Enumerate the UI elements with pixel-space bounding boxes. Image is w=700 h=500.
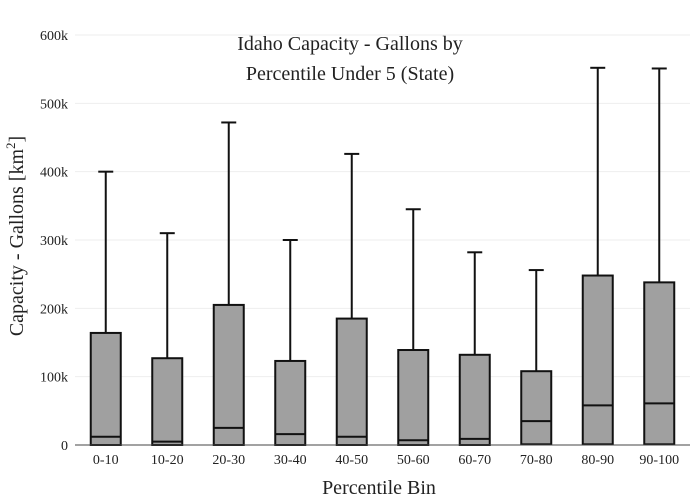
box-60-70 <box>458 251 491 446</box>
x-tick-label: 60-70 <box>458 453 491 468</box>
x-tick-label: 20-30 <box>212 453 245 468</box>
x-tick-label: 80-90 <box>581 453 614 468</box>
x-tick-label: 40-50 <box>335 453 368 468</box>
box-30-40 <box>274 239 307 447</box>
box-body <box>274 359 307 447</box>
x-axis-ticks: 0-10 10-20 20-30 30-40 40-50 50-60 60-70 70-80 8… <box>93 453 679 468</box>
y-axis-ticks: 0 100k 200k 300k 400k 500k 600k <box>40 29 68 454</box>
y-tick-label: 0 <box>61 439 68 454</box>
box-90-100 <box>643 67 676 446</box>
x-tick-label: 30-40 <box>274 453 307 468</box>
box-body <box>397 349 430 446</box>
box-body <box>520 370 553 446</box>
box-body <box>335 317 368 447</box>
y-tick-label: 100k <box>40 371 68 386</box>
y-axis-title: Capacity - Gallons [km2] <box>3 136 28 336</box>
box-body <box>643 281 676 446</box>
box-50-60 <box>397 208 430 446</box>
x-tick-label: 10-20 <box>151 453 184 468</box>
box-body <box>581 274 614 446</box>
box-body <box>151 357 184 447</box>
x-tick-label: 90-100 <box>639 453 679 468</box>
box-80-90 <box>581 66 614 446</box>
x-tick-label: 70-80 <box>520 453 553 468</box>
y-tick-label: 200k <box>40 302 68 317</box>
box-20-30 <box>212 121 245 446</box>
x-axis-title: Percentile Bin <box>322 477 436 499</box>
box-series <box>89 66 676 447</box>
box-body <box>89 331 122 446</box>
x-tick-label: 0-10 <box>93 453 119 468</box>
box-body <box>212 303 245 446</box>
box-body <box>458 353 491 446</box>
chart-title-line-1: Idaho Capacity - Gallons by <box>237 33 463 55</box>
y-tick-label: 400k <box>40 166 68 181</box>
box-0-10 <box>89 170 122 446</box>
y-tick-label: 300k <box>40 234 68 249</box>
y-axis-title-close: ] <box>6 136 28 143</box>
y-axis-title-sup: 2 <box>3 142 18 149</box>
y-tick-label: 600k <box>40 29 68 44</box>
y-axis-title-main: Capacity - Gallons [km <box>6 149 28 337</box>
y-tick-label: 500k <box>40 97 68 112</box>
box-70-80 <box>520 269 553 446</box>
chart-title-line-2: Percentile Under 5 (State) <box>246 63 454 85</box>
box-40-50 <box>335 152 368 447</box>
box-10-20 <box>151 232 184 447</box>
x-tick-label: 50-60 <box>397 453 430 468</box>
